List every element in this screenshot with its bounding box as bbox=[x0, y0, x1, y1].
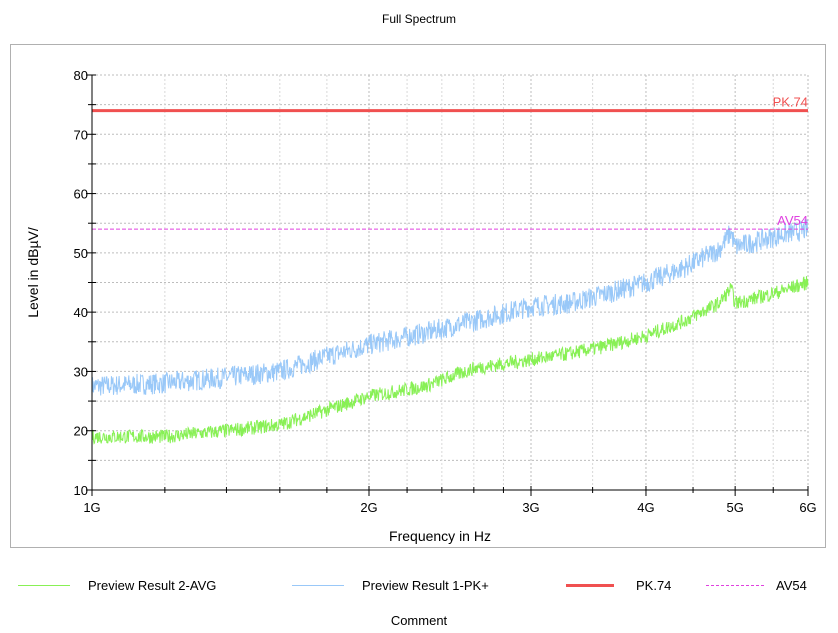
series-line-avg bbox=[91, 276, 809, 445]
x-tick-label: 4G bbox=[637, 500, 654, 515]
x-tick-label: 2G bbox=[360, 500, 377, 515]
y-tick-label: 80 bbox=[74, 68, 88, 83]
series-layer bbox=[91, 218, 809, 445]
y-tick-label: 30 bbox=[74, 364, 88, 379]
x-tick-label: 3G bbox=[522, 500, 539, 515]
y-tick-label: 40 bbox=[74, 305, 88, 320]
grid-lines bbox=[92, 74, 809, 490]
legend: Preview Result 2-AVG Preview Result 1-PK… bbox=[0, 578, 838, 594]
y-tick-label: 20 bbox=[74, 424, 88, 439]
y-axis-title: Level in dBµV/ bbox=[25, 227, 41, 318]
y-tick-label: 50 bbox=[74, 246, 88, 261]
legend-label-avg: Preview Result 2-AVG bbox=[88, 578, 217, 593]
legend-label-pk: Preview Result 1-PK+ bbox=[362, 578, 489, 593]
limit-label-pk74: PK.74 bbox=[773, 95, 808, 110]
legend-label-av54: AV54 bbox=[776, 578, 807, 593]
legend-label-pk74: PK.74 bbox=[636, 578, 672, 593]
chart-title: Full Spectrum bbox=[381, 12, 457, 26]
y-tick-label: 70 bbox=[74, 127, 88, 142]
axes-layer: 10 20 30 40 50 60 70 80 1G 2G 3G 4G 5G 6G Frequency in… bbox=[25, 68, 817, 544]
x-tick-label: 1G bbox=[83, 500, 100, 515]
y-tick-label: 60 bbox=[74, 187, 88, 202]
x-tick-label: 6G bbox=[799, 500, 816, 515]
limit-lines-layer: PK.74 AV54 bbox=[92, 95, 808, 230]
series-line-pk bbox=[91, 218, 809, 397]
limit-label-av54: AV54 bbox=[777, 213, 808, 228]
plot-frame bbox=[10, 44, 826, 548]
x-axis-title: Frequency in Hz bbox=[389, 528, 491, 544]
y-tick-label: 10 bbox=[74, 483, 88, 498]
legend-swatch-pk74 bbox=[566, 584, 614, 587]
legend-swatch-avg bbox=[18, 585, 70, 586]
x-tick-label: 5G bbox=[726, 500, 743, 515]
legend-swatch-av54 bbox=[706, 585, 764, 586]
legend-swatch-pk bbox=[292, 585, 344, 586]
spectrum-chart: PK.74 AV54 10 20 30 40 50 60 70 80 1G 2G 3G 4G 5G 6G Fr… bbox=[25, 68, 817, 544]
comment-label: Comment bbox=[390, 613, 448, 628]
